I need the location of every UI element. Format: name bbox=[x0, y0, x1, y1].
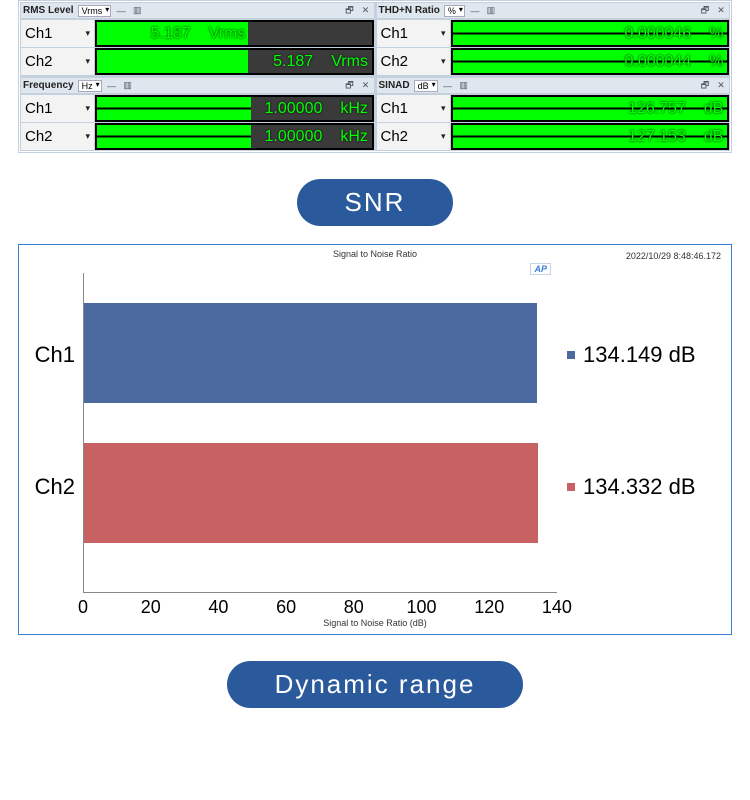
channel-select[interactable]: Ch2 bbox=[377, 123, 451, 150]
unit-select[interactable]: Vrms bbox=[78, 5, 112, 17]
restore-icon[interactable]: 🗗 bbox=[699, 5, 711, 17]
channel-select[interactable]: Ch1 bbox=[377, 95, 451, 122]
channel-row-ch2: Ch2 5.187 Vrms bbox=[21, 47, 374, 75]
meter-value: 1.00000 bbox=[265, 100, 323, 118]
channel-row-ch2: Ch2 1.00000 kHz bbox=[21, 122, 374, 150]
dash-icon[interactable]: — bbox=[469, 5, 481, 17]
panel-header[interactable]: SINAD dB — ▥ 🗗 ✕ bbox=[377, 78, 730, 94]
channel-row-ch1: Ch1 5.187 Vrms bbox=[21, 19, 374, 47]
ylabel-ch1: Ch1 bbox=[35, 342, 75, 368]
meter-unit: Vrms bbox=[331, 53, 368, 71]
section-header-snr: SNR bbox=[297, 179, 454, 226]
dash-icon[interactable]: — bbox=[442, 80, 454, 92]
meter-unit: kHz bbox=[340, 100, 368, 118]
ylabel-ch2: Ch2 bbox=[35, 474, 75, 500]
meter-value: 0.000046 bbox=[624, 25, 691, 43]
channel-row-ch1: Ch1 1.00000 kHz bbox=[21, 94, 374, 122]
meter-unit: % bbox=[709, 53, 723, 71]
panel-sinad: SINAD dB — ▥ 🗗 ✕ Ch1 126.757 dB Ch2 127.153 dB bbox=[376, 77, 731, 151]
bar-ch2 bbox=[84, 443, 538, 543]
value-ch1: 134.149 dB bbox=[567, 342, 727, 368]
chart-x-ticks: 020406080100120140 bbox=[23, 593, 727, 618]
unit-select[interactable]: Hz bbox=[78, 80, 102, 92]
meter-unit: % bbox=[709, 25, 723, 43]
panel-header[interactable]: THD+N Ratio% — ▥ 🗗 ✕ bbox=[377, 3, 730, 19]
panel-header[interactable]: RMS Level Vrms— ▥ 🗗 ✕ bbox=[21, 3, 374, 19]
menu-icon[interactable]: ▥ bbox=[485, 5, 497, 17]
panel-rms: RMS LevelVrms—▥🗗✕Ch15.187VrmsCh25.187Vrm… bbox=[20, 2, 375, 76]
meter: 127.153 dB bbox=[451, 123, 730, 150]
close-icon[interactable]: ✕ bbox=[715, 5, 727, 17]
meter: 0.000044% bbox=[451, 48, 730, 75]
chart-x-axis-label: Signal to Noise Ratio (dB) bbox=[23, 618, 727, 630]
meter: 5.187 Vrms bbox=[95, 20, 374, 47]
restore-icon[interactable]: 🗗 bbox=[699, 80, 711, 92]
channel-row-ch2: Ch20.000044% bbox=[377, 47, 730, 75]
snr-chart: Signal to Noise Ratio 2022/10/29 8:48:46… bbox=[18, 244, 732, 635]
meter-value: 5.187 bbox=[273, 53, 313, 71]
meter: 0.000046% bbox=[451, 20, 730, 47]
panel-thdn: THD+N Ratio%—▥🗗✕Ch10.000046%Ch20.000044% bbox=[376, 2, 731, 76]
dash-icon[interactable]: — bbox=[106, 80, 118, 92]
legend-square-ch2 bbox=[567, 483, 575, 491]
meter-value: 0.000044 bbox=[624, 53, 691, 71]
panel-title: RMS Level bbox=[23, 5, 74, 16]
chart-timestamp: 2022/10/29 8:48:46.172 bbox=[626, 251, 721, 261]
channel-row-ch2: Ch2 127.153 dB bbox=[377, 122, 730, 150]
restore-icon[interactable]: 🗗 bbox=[344, 5, 356, 17]
channel-select[interactable]: Ch2 bbox=[377, 48, 451, 75]
menu-icon[interactable]: ▥ bbox=[131, 5, 143, 17]
close-icon[interactable]: ✕ bbox=[360, 80, 372, 92]
chart-y-labels: Ch1 Ch2 bbox=[23, 259, 83, 593]
panel-freq: Frequency Hz — ▥ 🗗 ✕ Ch1 1.00000 kHz Ch2 1.00000 kH… bbox=[20, 77, 375, 151]
meter-unit: Vrms bbox=[209, 25, 246, 43]
value-ch2: 134.332 dB bbox=[567, 474, 727, 500]
close-icon[interactable]: ✕ bbox=[360, 5, 372, 17]
channel-row-ch1: Ch1 126.757 dB bbox=[377, 94, 730, 122]
measurement-panels: RMS LevelVrms—▥🗗✕Ch15.187VrmsCh25.187Vrm… bbox=[18, 0, 732, 153]
menu-icon[interactable]: ▥ bbox=[122, 80, 134, 92]
chart-plot-area bbox=[83, 273, 557, 593]
restore-icon[interactable]: 🗗 bbox=[344, 80, 356, 92]
channel-select[interactable]: Ch1 bbox=[377, 20, 451, 47]
chart-title: Signal to Noise Ratio bbox=[23, 249, 727, 259]
channel-select[interactable]: Ch1 bbox=[21, 20, 95, 47]
panel-title: THD+N Ratio bbox=[379, 5, 440, 16]
channel-row-ch1: Ch10.000046% bbox=[377, 19, 730, 47]
meter-unit: dB bbox=[704, 100, 724, 118]
unit-select[interactable]: dB bbox=[414, 80, 438, 92]
meter-unit: kHz bbox=[340, 128, 368, 146]
menu-icon[interactable]: ▥ bbox=[458, 80, 470, 92]
unit-select[interactable]: % bbox=[444, 5, 465, 17]
meter: 5.187 Vrms bbox=[95, 48, 374, 75]
legend-square-ch1 bbox=[567, 351, 575, 359]
bar-ch1 bbox=[84, 303, 537, 403]
dash-icon[interactable]: — bbox=[115, 5, 127, 17]
meter-value: 126.757 bbox=[628, 100, 686, 118]
meter-value: 5.187 bbox=[151, 25, 191, 43]
close-icon[interactable]: ✕ bbox=[715, 80, 727, 92]
meter: 126.757 dB bbox=[451, 95, 730, 122]
meter: 1.00000 kHz bbox=[95, 95, 374, 122]
chart-value-column: 134.149 dB 134.332 dB bbox=[557, 259, 727, 593]
meter-value: 127.153 bbox=[628, 128, 686, 146]
meter-value: 1.00000 bbox=[265, 128, 323, 146]
panel-title: Frequency bbox=[23, 80, 74, 91]
channel-select[interactable]: Ch1 bbox=[21, 95, 95, 122]
channel-select[interactable]: Ch2 bbox=[21, 48, 95, 75]
panel-title: SINAD bbox=[379, 80, 410, 91]
meter-unit: dB bbox=[704, 128, 724, 146]
section-header-dynamic-range: Dynamic range bbox=[227, 661, 524, 708]
panel-header[interactable]: Frequency Hz — ▥ 🗗 ✕ bbox=[21, 78, 374, 94]
channel-select[interactable]: Ch2 bbox=[21, 123, 95, 150]
meter: 1.00000 kHz bbox=[95, 123, 374, 150]
